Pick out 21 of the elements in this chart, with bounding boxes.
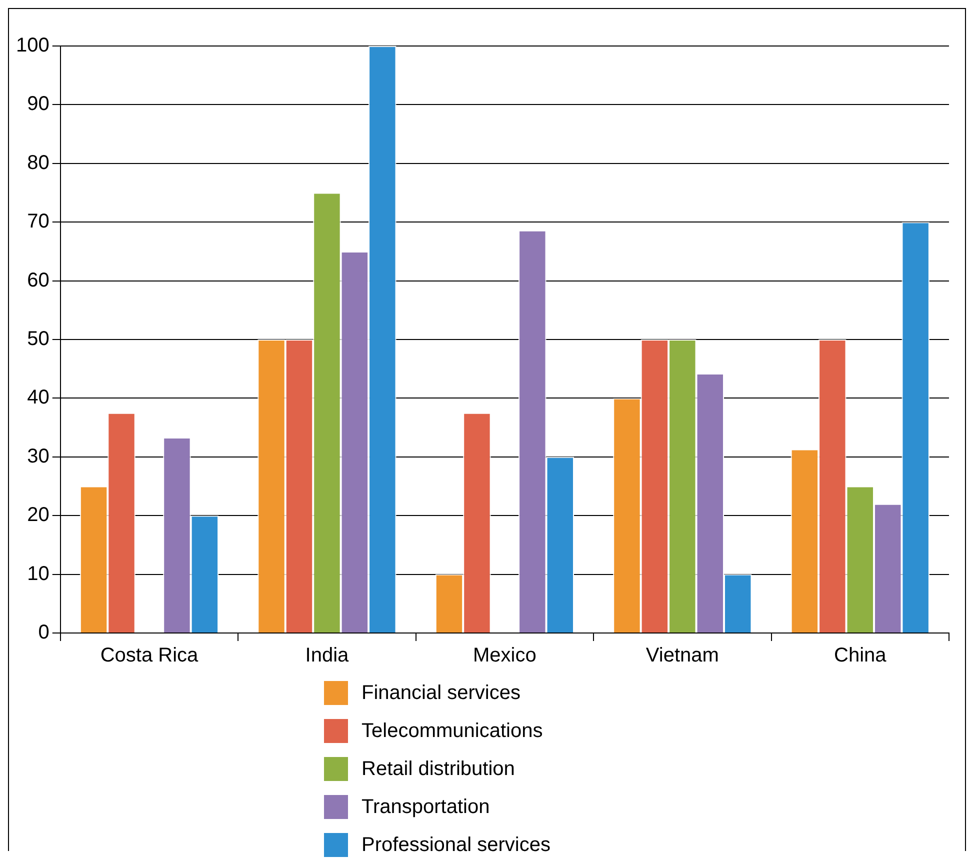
y-tick-label: 50	[27, 328, 50, 350]
legend-label: Telecommunications	[362, 720, 543, 742]
legend-label: Transportation	[362, 796, 490, 818]
y-tick-label: 0	[38, 622, 50, 644]
y-tick-label: 40	[27, 386, 50, 409]
y-tick-label: 20	[27, 504, 50, 526]
x-tick-label: Mexico	[473, 644, 536, 667]
x-tick-label: Vietnam	[646, 644, 719, 667]
legend-label: Professional services	[362, 834, 550, 856]
y-tick-label: 80	[27, 152, 50, 174]
y-tick-label: 30	[27, 445, 50, 468]
y-tick-label: 90	[27, 93, 50, 116]
legend-label: Retail distribution	[362, 758, 515, 780]
y-tick-label: 60	[27, 269, 50, 292]
y-tick-label: 100	[16, 34, 50, 57]
y-tick-label: 70	[27, 210, 50, 233]
x-tick-label: India	[305, 644, 350, 667]
x-tick-label: China	[834, 644, 888, 667]
legend-label: Financial services	[362, 682, 520, 704]
y-tick-label: 10	[27, 562, 50, 585]
x-tick-label: Costa Rica	[100, 644, 200, 667]
